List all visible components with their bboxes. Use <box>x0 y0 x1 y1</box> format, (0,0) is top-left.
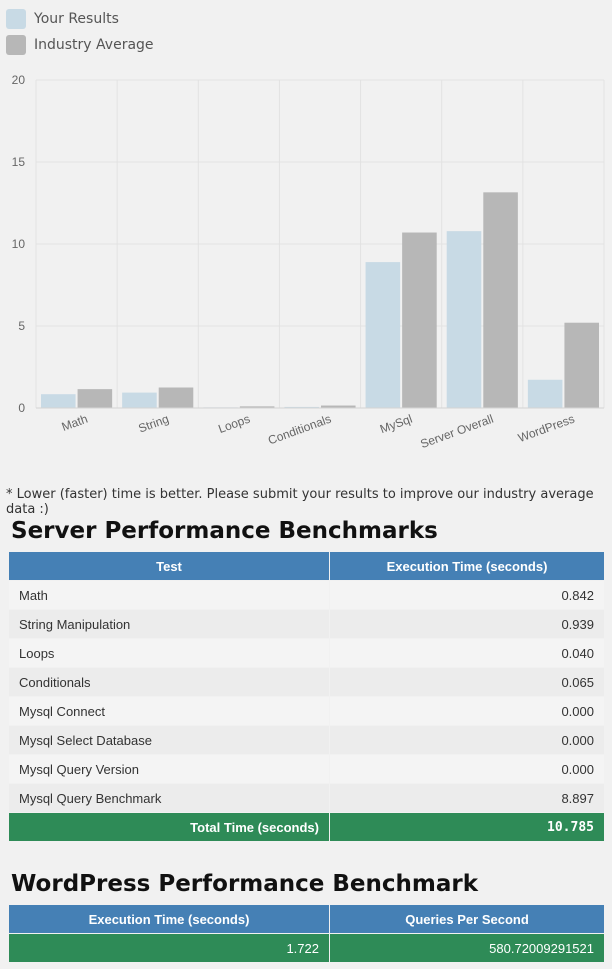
x-tick-label: MySql <box>378 412 414 437</box>
bar-industry-average <box>158 387 194 408</box>
total-label-cell: Total Time (seconds) <box>8 812 330 842</box>
table-row: Mysql Connect 0.000 <box>8 696 605 726</box>
table-row: Mysql Query Benchmark 8.897 <box>8 783 605 813</box>
bar-industry-average <box>77 389 113 408</box>
table-row: Math 0.842 <box>8 580 605 610</box>
bar-industry-average <box>321 405 356 408</box>
test-name-cell: Mysql Query Version <box>8 754 330 784</box>
test-name-cell: Loops <box>8 638 330 668</box>
total-value-cell: 10.785 <box>329 812 605 842</box>
x-tick-label: String <box>136 412 170 436</box>
bar-industry-average <box>564 322 599 408</box>
legend-swatch-your-results <box>6 9 26 29</box>
x-tick-label: Loops <box>216 412 252 436</box>
execution-time-cell: 0.000 <box>329 725 605 755</box>
test-name-cell: Mysql Query Benchmark <box>8 783 330 813</box>
execution-time-cell: 8.897 <box>329 783 605 813</box>
total-row: Total Time (seconds) 10.785 <box>8 812 605 842</box>
bar-industry-average <box>402 232 437 408</box>
y-tick-label: 0 <box>18 401 25 415</box>
table-row: String Manipulation 0.939 <box>8 609 605 639</box>
test-name-cell: Conditionals <box>8 667 330 697</box>
table-header-row: Test Execution Time (seconds) <box>8 551 605 581</box>
bar-industry-average <box>239 406 275 408</box>
test-name-cell: Math <box>8 580 330 610</box>
table-row: Mysql Query Version 0.000 <box>8 754 605 784</box>
column-header-execution-time: Execution Time (seconds) <box>329 551 605 581</box>
execution-time-cell: 0.842 <box>329 580 605 610</box>
bar-your-results <box>365 262 401 408</box>
chart-footnote: * Lower (faster) time is better. Please … <box>6 487 594 517</box>
column-header-execution-time: Execution Time (seconds) <box>8 904 330 934</box>
execution-time-cell: 0.065 <box>329 667 605 697</box>
execution-time-cell: 0.939 <box>329 609 605 639</box>
legend-label: Your Results <box>34 11 119 27</box>
table-row: Mysql Select Database 0.000 <box>8 725 605 755</box>
y-tick-label: 20 <box>12 73 26 87</box>
bar-your-results <box>41 394 76 408</box>
bar-industry-average <box>483 192 518 408</box>
y-tick-label: 10 <box>12 237 26 251</box>
bar-your-results <box>527 379 563 408</box>
bar-your-results <box>446 231 482 408</box>
x-tick-label: WordPress <box>516 412 576 445</box>
table-header-row: Execution Time (seconds) Queries Per Sec… <box>8 904 605 934</box>
bar-your-results <box>122 392 157 408</box>
table-row: Conditionals 0.065 <box>8 667 605 697</box>
test-name-cell: Mysql Select Database <box>8 725 330 755</box>
y-tick-label: 15 <box>12 155 26 169</box>
table-row: Loops 0.040 <box>8 638 605 668</box>
x-tick-label: Server Overall <box>418 412 495 451</box>
queries-per-second-cell: 580.72009291521 <box>329 933 605 963</box>
wordpress-benchmark-heading: WordPress Performance Benchmark <box>11 871 479 897</box>
column-header-queries-per-second: Queries Per Second <box>329 904 605 934</box>
execution-time-cell: 0.000 <box>329 696 605 726</box>
execution-time-cell: 0.040 <box>329 638 605 668</box>
table-row: 1.722 580.72009291521 <box>8 933 605 963</box>
legend-item-your-results[interactable]: Your Results <box>6 6 154 32</box>
chart-legend: Your Results Industry Average <box>6 6 154 58</box>
test-name-cell: Mysql Connect <box>8 696 330 726</box>
bar-your-results <box>284 406 319 408</box>
x-tick-label: Math <box>60 412 90 434</box>
test-name-cell: String Manipulation <box>8 609 330 639</box>
benchmark-bar-chart: 0 5 10 15 20 Math String Loops Conditionals MySql… <box>12 73 605 451</box>
legend-label: Industry Average <box>34 37 154 53</box>
wordpress-benchmark-table: Execution Time (seconds) Queries Per Sec… <box>8 904 605 963</box>
execution-time-cell: 0.000 <box>329 754 605 784</box>
wordpress-execution-time-cell: 1.722 <box>8 933 330 963</box>
x-tick-label: Conditionals <box>266 412 333 448</box>
column-header-test: Test <box>8 551 330 581</box>
legend-swatch-industry-average <box>6 35 26 55</box>
y-tick-label: 5 <box>18 319 25 333</box>
legend-item-industry-average[interactable]: Industry Average <box>6 32 154 58</box>
server-benchmarks-heading: Server Performance Benchmarks <box>11 518 438 544</box>
server-benchmarks-table: Test Execution Time (seconds) Math 0.842… <box>8 551 605 842</box>
